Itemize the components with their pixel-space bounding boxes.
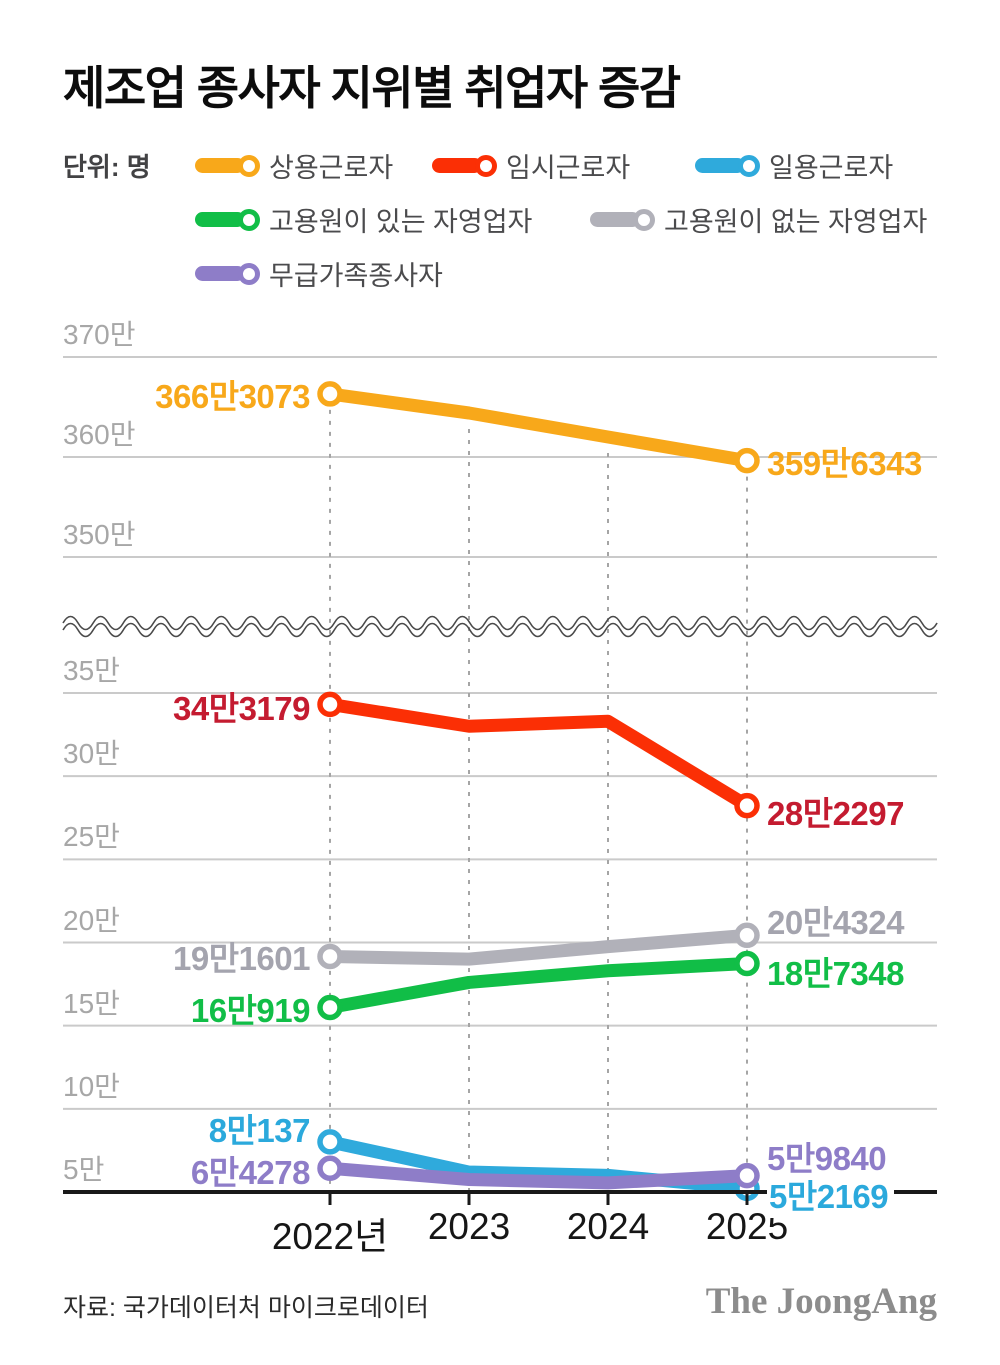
y-tick-label: 370만: [63, 319, 136, 350]
x-tick-label: 2022년: [271, 1216, 389, 1257]
x-tick-label: 2024: [566, 1206, 650, 1247]
source-label: 자료: 국가데이터처 마이크로데이터: [63, 1294, 429, 1322]
value-label-daily-workers-end: 5만2169: [767, 1170, 895, 1219]
value-label-self-employed-with-employees-end: 18만7348: [767, 954, 904, 992]
value-label-self-employed-with-employees-start: 16만919: [190, 991, 311, 1029]
value-label-temporary-workers-end: 28만2297: [767, 794, 904, 832]
legend-item-regular-workers: 상용근로자: [195, 146, 393, 185]
value-label-self-employed-without-employees-start: 19만1601: [173, 940, 310, 978]
legend-item-self-employed-with-employees: 고용원이 있는 자영업자: [195, 200, 532, 239]
unit-label: 단위: 명: [63, 152, 151, 182]
legend-item-label: 임시근로자: [506, 153, 631, 183]
legend-line-swatch-icon: [695, 158, 745, 173]
point-unpaid-family-workers-2022: [317, 1155, 343, 1182]
legend-line-swatch-icon: [195, 212, 245, 227]
line-regular-workers: [323, 387, 754, 468]
legend-item-label: 고용원이 없는 자영업자: [664, 207, 928, 237]
point-self-employed-with-employees-2022: [317, 994, 343, 1021]
point-regular-workers-2022: [317, 381, 343, 407]
legend-point-marker-icon: [738, 154, 760, 177]
value-label-unpaid-family-workers-end: 5만9840: [767, 1139, 887, 1177]
point-temporary-workers-2025: [734, 792, 760, 819]
x-tick-label: 2023: [427, 1206, 511, 1247]
value-label-regular-workers-end: 359만6343: [767, 444, 922, 482]
point-regular-workers-2025: [734, 447, 760, 474]
line-temporary-workers: [323, 697, 754, 813]
legend-point-marker-icon: [475, 154, 497, 177]
value-label-temporary-workers-start: 34만3179: [173, 690, 310, 728]
y-tick-label: 15만: [63, 987, 120, 1019]
legend-point-marker-icon: [238, 208, 260, 231]
legend-line-swatch-icon: [432, 158, 482, 173]
legend-point-marker-icon: [238, 262, 260, 285]
legend-item-self-employed-without-employees: 고용원이 없는 자영업자: [590, 200, 927, 239]
y-tick-label: 10만: [63, 1070, 120, 1102]
y-tick-label: 35만: [63, 655, 120, 686]
line-self-employed-without-employees: [323, 928, 754, 966]
y-tick-label: 350만: [63, 519, 136, 550]
legend-item-daily-workers: 일용근로자: [695, 146, 893, 185]
legend-point-marker-icon: [238, 154, 260, 177]
y-tick-label: 5만: [63, 1154, 105, 1185]
legend-item-label: 고용원이 있는 자영업자: [269, 207, 533, 237]
point-daily-workers-2022: [317, 1129, 343, 1155]
legend-item-label: 무급가족종사자: [269, 261, 443, 291]
legend-line-swatch-icon: [590, 212, 640, 227]
y-tick-label: 25만: [63, 821, 120, 853]
legend-point-marker-icon: [633, 208, 655, 231]
joongang-logo: The JoongAng: [705, 1281, 937, 1322]
point-temporary-workers-2022: [317, 691, 343, 718]
legend-item-label: 상용근로자: [269, 153, 394, 183]
legend-line-swatch-icon: [195, 158, 245, 173]
y-tick-label: 20만: [63, 904, 120, 936]
value-label-self-employed-without-employees-end: 20만4324: [767, 904, 904, 942]
legend-line-swatch-icon: [195, 266, 245, 281]
point-self-employed-without-employees-2022: [317, 943, 343, 970]
legend-item-temporary-workers: 임시근로자: [432, 146, 630, 185]
point-unpaid-family-workers-2025: [734, 1162, 760, 1189]
point-self-employed-without-employees-2025: [734, 922, 760, 949]
legend-item-label: 일용근로자: [769, 153, 894, 183]
legend-item-unpaid-family-workers: 무급가족종사자: [195, 254, 443, 293]
axis-break-wave: [62, 615, 938, 631]
line-unpaid-family-workers: [323, 1161, 754, 1190]
y-tick-label: 30만: [63, 738, 120, 770]
value-label-unpaid-family-workers-start: 6만4278: [190, 1154, 311, 1192]
line-self-employed-with-employees: [323, 957, 754, 1015]
value-label-daily-workers-start: 8만137: [208, 1111, 311, 1149]
chart-title: 제조업 종사자 지위별 취업자 증감: [63, 62, 681, 114]
point-self-employed-with-employees-2025: [734, 950, 760, 977]
y-tick-label: 360만: [63, 419, 136, 450]
axis-break-wave: [62, 622, 938, 638]
value-label-regular-workers-start: 366만3073: [155, 377, 310, 415]
